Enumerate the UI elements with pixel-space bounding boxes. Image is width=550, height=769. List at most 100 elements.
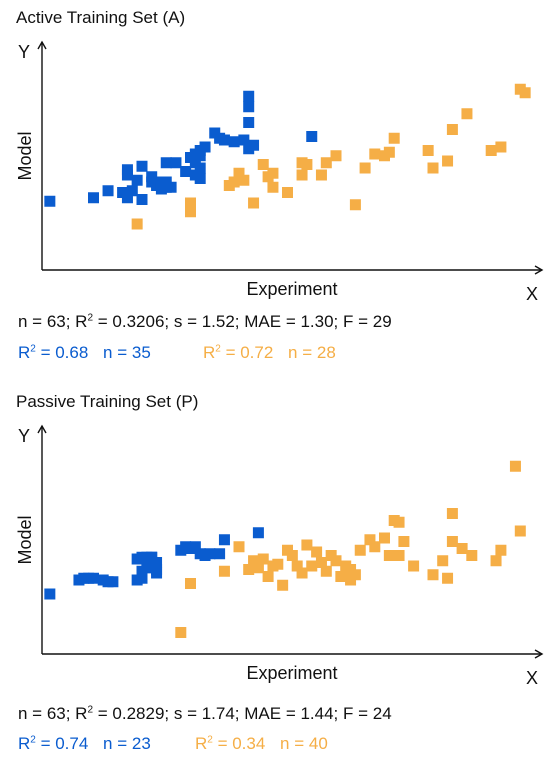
chart-panel-passive: Passive Training Set (P) Y X Experiment Mod… [0,388,550,769]
fit-r2-value: = 0.72 [220,343,274,362]
fit-n: n = 40 [280,734,328,753]
data-point [446,124,458,135]
data-point [121,164,133,176]
fit-r2-sup: 2 [207,734,213,746]
data-point [233,167,245,179]
fit-orange: R2 = 0.34 n = 40 [195,734,328,754]
data-point [170,157,182,169]
data-point [519,87,531,99]
scatter-plot-active: Y X Experiment Model [15,40,544,304]
data-point [456,543,468,554]
data-point [199,141,211,153]
fit-blue: R2 = 0.68 n = 35 [18,343,151,363]
data-point [320,565,332,577]
data-point [243,90,255,102]
data-point [383,146,395,158]
data-point [306,131,318,142]
data-point [495,141,507,153]
series-0 [44,527,264,600]
data-point [437,555,449,567]
x-axis-arrow [534,649,544,659]
data-point [446,536,458,547]
chart-title: Passive Training Set (P) [16,392,199,411]
data-point [248,555,260,567]
y-axis-arrow [37,40,47,50]
data-point [301,159,313,170]
data-point [330,555,342,567]
stats-text-1: n = 63; R [18,312,88,331]
data-point [427,569,439,581]
y-axis-letter: Y [18,42,30,62]
data-point [267,167,279,179]
x-axis-letter: X [526,284,538,304]
data-point [180,166,192,177]
data-point [228,176,240,188]
data-point [359,162,371,174]
data-point [218,134,230,146]
data-point [228,136,240,148]
data-point [427,162,439,174]
data-point [257,159,269,170]
stats-text-2: = 0.3206; s = 1.52; MAE = 1.30; F = 29 [93,312,392,331]
data-point [243,101,255,113]
data-point [306,560,318,572]
y-axis-label: Model [15,131,35,180]
data-point [485,145,497,156]
data-point [301,539,313,551]
data-point [282,187,293,198]
data-point [291,560,303,572]
x-axis-label: Experiment [246,663,337,683]
data-point [398,536,410,547]
fit-r2-value: = 0.74 [35,734,89,753]
fit-r2-label: R [203,343,216,362]
data-point [466,550,478,561]
fit-blue: R2 = 0.74 n = 23 [18,734,151,754]
data-point [131,218,143,230]
stats-sup: 2 [87,312,94,324]
x-axis-label: Experiment [246,279,337,299]
fit-n: n = 35 [103,343,151,362]
data-point [121,192,133,204]
data-point [185,206,196,218]
data-point [408,560,420,572]
data-point [330,150,342,162]
chart-panel-active: Active Training Set (A) Y X Experiment Mode… [0,0,550,380]
data-point [257,553,269,565]
data-point [131,174,143,186]
data-point [393,516,405,528]
data-point [252,527,264,539]
scatter-plot-passive: Y X Experiment Model [15,424,544,688]
series-1 [131,83,531,230]
data-point [335,571,347,582]
fit-r2-sup: 2 [30,734,36,746]
data-point [514,525,526,537]
fit-r2-sup: 2 [30,343,36,355]
data-point [349,569,361,581]
stats-line: n = 63; R2 = 0.2829; s = 1.74; MAE = 1.4… [18,704,392,724]
data-point [248,197,260,209]
fit-r2-value: = 0.68 [35,343,89,362]
data-point [349,199,361,211]
data-point [393,550,405,561]
data-point [243,117,255,128]
data-point [369,148,381,160]
data-point [102,185,114,197]
data-point [88,192,99,204]
data-point [364,534,376,546]
data-point [354,544,366,556]
data-point [315,557,327,568]
x-axis-letter: X [526,668,538,688]
data-point [88,572,99,584]
fit-r2-label: R [195,734,208,753]
fit-r2-label: R [18,734,31,753]
fit-n: n = 28 [288,343,336,362]
data-point [136,194,148,205]
stats-sup: 2 [87,704,94,716]
data-point [44,588,56,600]
stats-text-2: = 0.2829; s = 1.74; MAE = 1.44; F = 24 [93,704,392,723]
chart-title: Active Training Set (A) [16,8,186,27]
data-point [151,567,163,579]
data-point [495,544,507,556]
x-axis-arrow [534,265,544,275]
data-point [252,562,264,574]
